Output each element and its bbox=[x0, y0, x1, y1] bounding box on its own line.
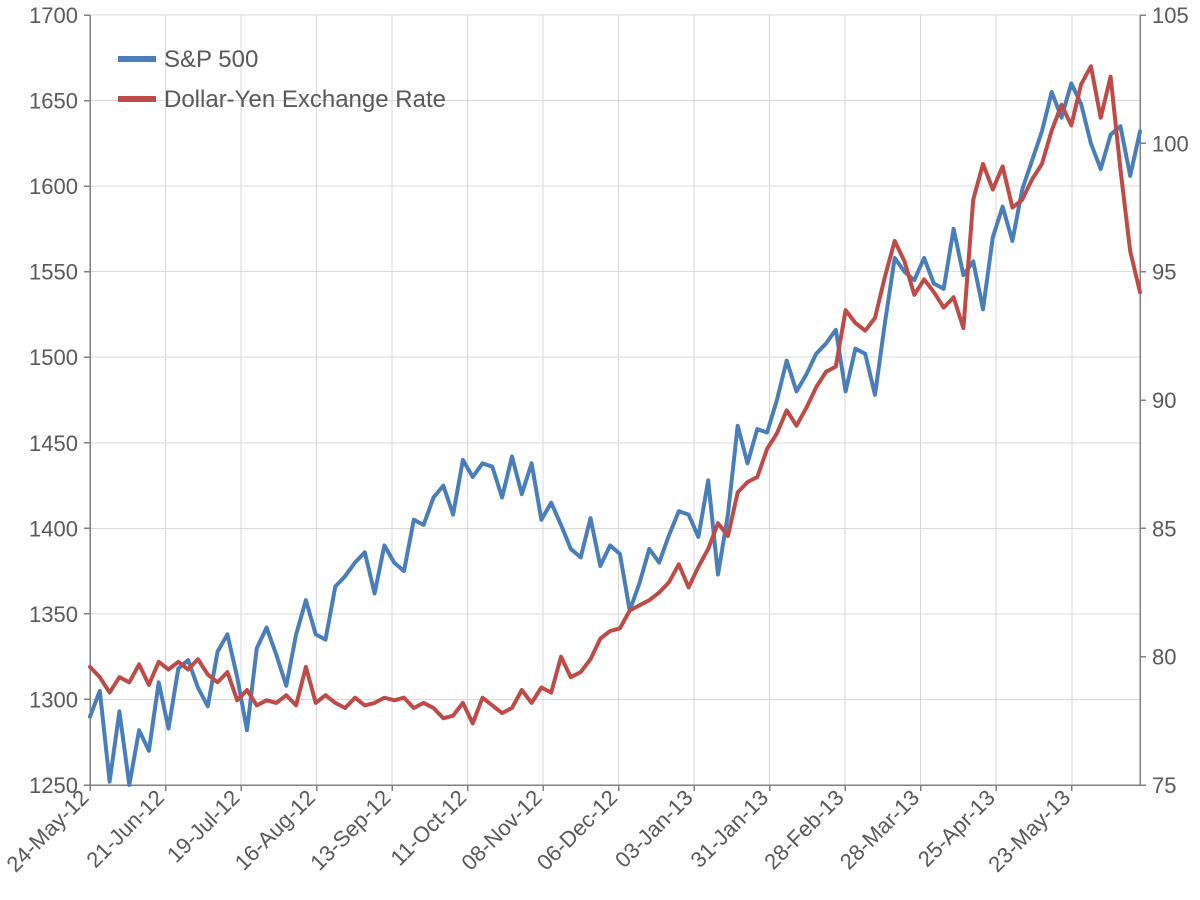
y-left-tick-label: 1500 bbox=[29, 345, 78, 370]
y-left-tick-label: 1550 bbox=[29, 260, 78, 285]
x-tick-label: 28-Feb-13 bbox=[759, 785, 848, 874]
x-tick-label: 24-May-12 bbox=[2, 785, 94, 877]
y-right-tick-label: 75 bbox=[1152, 773, 1176, 798]
x-tick-label: 03-Jan-13 bbox=[610, 785, 698, 873]
y-right-tick-label: 85 bbox=[1152, 516, 1176, 541]
x-tick-label: 06-Dec-12 bbox=[532, 785, 622, 875]
legend-label: S&P 500 bbox=[164, 46, 258, 73]
chart-svg: 1250130013501400145015001550160016501700… bbox=[0, 0, 1200, 900]
legend-item: Dollar-Yen Exchange Rate bbox=[118, 86, 446, 113]
y-left-tick-label: 1600 bbox=[29, 174, 78, 199]
x-tick-label: 21-Jun-12 bbox=[81, 785, 169, 873]
x-tick-label: 08-Nov-12 bbox=[456, 785, 546, 875]
y-right-tick-label: 95 bbox=[1152, 260, 1176, 285]
x-tick-label: 28-Mar-13 bbox=[835, 785, 924, 874]
y-right-tick-label: 90 bbox=[1152, 388, 1176, 413]
x-tick-label: 16-Aug-12 bbox=[230, 785, 320, 875]
x-tick-label: 13-Sep-12 bbox=[305, 785, 395, 875]
y-left-tick-label: 1650 bbox=[29, 89, 78, 114]
y-right-tick-label: 100 bbox=[1152, 131, 1189, 156]
x-tick-label: 23-May-13 bbox=[983, 785, 1075, 877]
x-tick-label: 31-Jan-13 bbox=[685, 785, 773, 873]
legend-label: Dollar-Yen Exchange Rate bbox=[164, 86, 446, 113]
dual-axis-line-chart: 1250130013501400145015001550160016501700… bbox=[0, 0, 1200, 900]
y-left-tick-label: 1450 bbox=[29, 431, 78, 456]
y-left-tick-label: 1700 bbox=[29, 3, 78, 28]
y-left-tick-label: 1350 bbox=[29, 602, 78, 627]
y-right-tick-label: 105 bbox=[1152, 3, 1189, 28]
y-right-tick-label: 80 bbox=[1152, 645, 1176, 670]
y-left-tick-label: 1400 bbox=[29, 516, 78, 541]
y-left-tick-label: 1300 bbox=[29, 687, 78, 712]
